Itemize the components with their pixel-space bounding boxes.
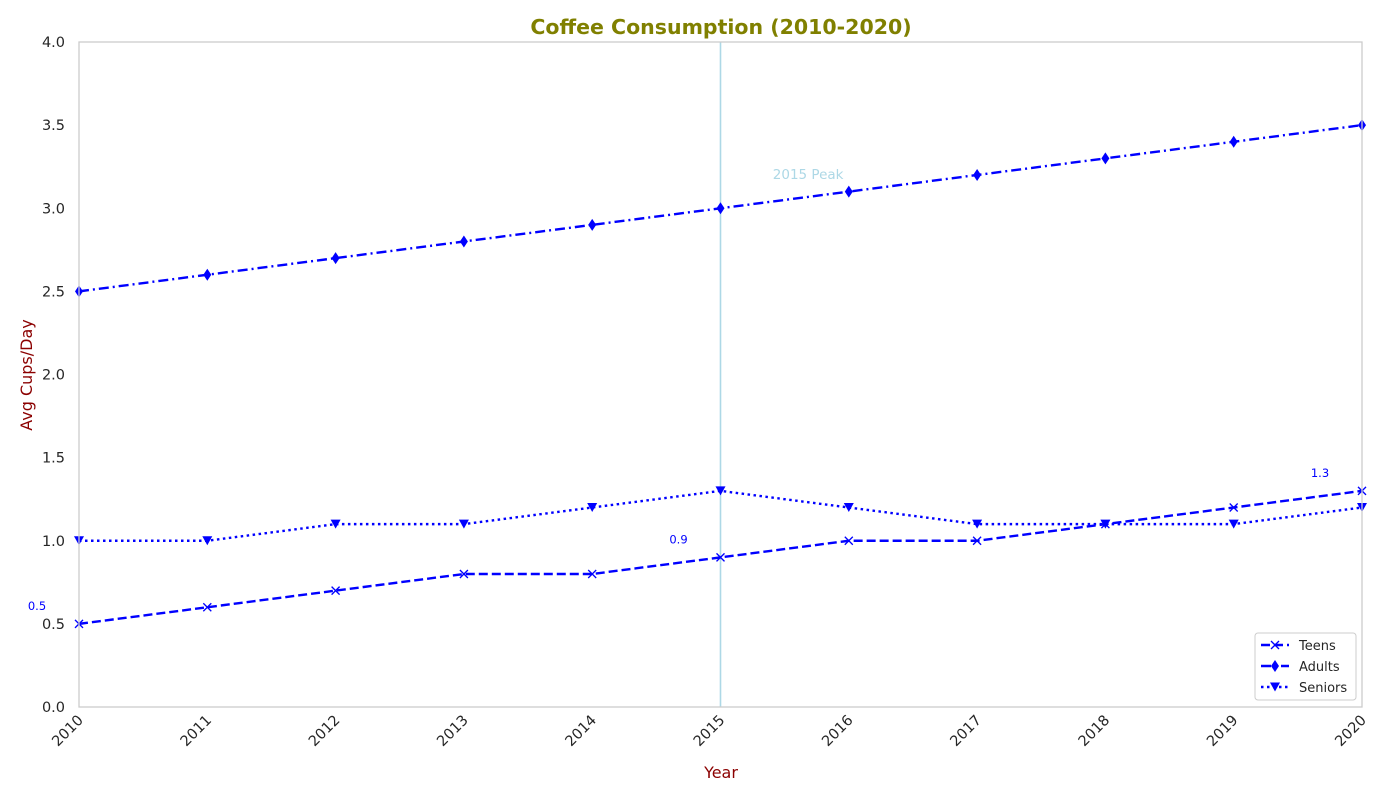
x-tick-label: 2013 xyxy=(434,713,471,750)
x-axis-label: Year xyxy=(703,763,738,782)
data-point-adults xyxy=(588,218,597,231)
x-tick-label: 2017 xyxy=(948,713,985,750)
y-tick-label: 0.5 xyxy=(42,617,65,633)
y-axis-label: Avg Cups/Day xyxy=(17,319,36,431)
data-point-teens xyxy=(844,536,854,546)
plot-frame xyxy=(78,41,1363,708)
legend-marker-teens xyxy=(1270,640,1280,650)
legend-marker-seniors xyxy=(1270,682,1280,692)
data-point-teens xyxy=(972,536,982,546)
x-tick-label: 2011 xyxy=(178,713,215,750)
data-point-seniors xyxy=(1228,519,1239,529)
legend-item-teens: Teens xyxy=(1261,639,1336,654)
data-point-adults xyxy=(973,169,982,181)
legend-item-adults: Adults xyxy=(1261,660,1340,675)
x-axis-ticks: 2010 2011 2012 2013 2014 2015 2016 2017 2018 2019… xyxy=(49,713,1369,750)
data-label: 0.5 xyxy=(28,599,46,613)
y-tick-label: 3.0 xyxy=(42,201,65,217)
legend-item-seniors: Seniors xyxy=(1261,681,1347,696)
data-point-seniors xyxy=(715,486,726,496)
legend-label-teens: Teens xyxy=(1298,639,1336,654)
series-line-seniors xyxy=(79,489,1363,542)
y-tick-label: 1.0 xyxy=(42,534,65,550)
x-tick-label: 2016 xyxy=(819,713,856,750)
data-point-adults xyxy=(1101,152,1110,165)
data-point-teens xyxy=(1229,503,1239,512)
data-point-teens xyxy=(331,586,341,596)
x-tick-label: 2014 xyxy=(563,713,600,750)
y-axis-ticks: 0.0 0.5 1.0 1.5 2.0 2.5 3.0 3.5 4.0 xyxy=(42,35,65,716)
legend-marker-adults xyxy=(1271,660,1279,672)
data-point-teens xyxy=(587,569,597,579)
chart-title: Coffee Consumption (2010-2020) xyxy=(530,15,911,39)
data-point-teens xyxy=(202,602,212,612)
x-tick-label: 2020 xyxy=(1332,713,1369,750)
data-point-teens xyxy=(716,552,725,562)
data-point-adults xyxy=(459,235,468,248)
y-tick-label: 2.5 xyxy=(42,284,65,300)
plot-area: 0.5 0.9 1.3 2015 Peak xyxy=(28,42,1367,707)
data-point-seniors xyxy=(202,536,213,546)
x-tick-label: 2019 xyxy=(1204,713,1241,750)
legend-label-adults: Adults xyxy=(1299,660,1340,675)
y-tick-label: 3.5 xyxy=(42,118,65,134)
y-tick-label: 4.0 xyxy=(42,35,65,51)
data-point-adults xyxy=(1229,135,1238,148)
data-point-seniors xyxy=(843,503,854,512)
data-label: 0.9 xyxy=(669,532,687,546)
legend: Teens Adults Seniors xyxy=(1254,632,1357,701)
data-point-adults xyxy=(716,202,725,215)
data-point-seniors xyxy=(458,519,469,529)
data-point-seniors xyxy=(972,519,983,529)
y-tick-label: 2.0 xyxy=(42,368,65,384)
x-tick-label: 2012 xyxy=(306,713,343,750)
y-tick-label: 1.5 xyxy=(42,451,65,467)
data-label: 1.3 xyxy=(1311,466,1329,480)
data-point-seniors xyxy=(587,503,598,512)
legend-label-seniors: Seniors xyxy=(1299,681,1347,696)
x-tick-label: 2018 xyxy=(1076,713,1113,750)
data-point-seniors xyxy=(1100,519,1111,529)
x-tick-label: 2015 xyxy=(691,713,728,750)
data-point-adults xyxy=(331,252,340,265)
data-point-adults xyxy=(844,185,853,198)
data-point-teens xyxy=(459,569,469,579)
annotation-2015-peak: 2015 Peak xyxy=(773,167,844,183)
y-tick-label: 0.0 xyxy=(42,700,65,716)
data-point-seniors xyxy=(330,519,341,529)
data-point-adults xyxy=(203,268,212,281)
x-tick-label: 2010 xyxy=(49,713,86,750)
legend-box xyxy=(1254,632,1357,701)
